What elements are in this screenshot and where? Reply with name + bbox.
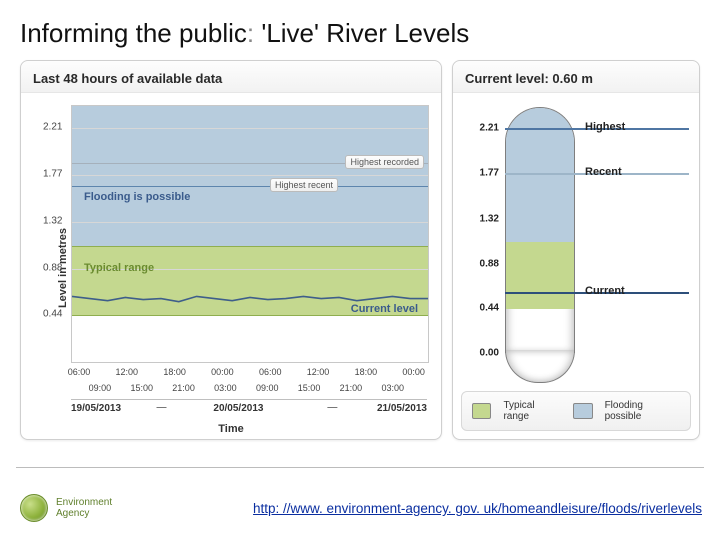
gauge-legend: Typical range Flooding possible: [461, 391, 691, 431]
timeseries-header: Last 48 hours of available data: [21, 61, 441, 93]
date-label: 20/05/2013: [213, 403, 263, 414]
source-url: http: //www. environment-agency. gov. uk…: [130, 500, 702, 518]
slide-title: Informing the public: 'Live' River Level…: [20, 18, 469, 49]
date-row: 19/05/2013—20/05/2013—21/05/2013: [71, 399, 427, 418]
x-tick: 18:00: [163, 367, 186, 377]
legend-text-flood: Flooding possible: [605, 400, 680, 422]
x-tick: 15:00: [298, 383, 321, 393]
legend-text-typical: Typical range: [503, 400, 561, 422]
title-separator: :: [247, 18, 261, 48]
x-tick: 00:00: [402, 367, 425, 377]
agency-logo-text: Environment Agency: [56, 497, 112, 519]
gauge-tube-body: [505, 107, 575, 353]
x-tick: 21:00: [340, 383, 363, 393]
x-tick: 06:00: [259, 367, 282, 377]
x-tick: 03:00: [214, 383, 237, 393]
annotation-flooding: Flooding is possible: [84, 191, 190, 203]
source-link[interactable]: http: //www. environment-agency. gov. uk…: [253, 501, 702, 516]
gauge-y-tick: 1.32: [480, 213, 499, 224]
x-axis-label: Time: [218, 423, 243, 435]
x-tick: 09:00: [256, 383, 279, 393]
plot-area: Flooding is possible Typical range Current…: [71, 105, 429, 363]
timeseries-panel: Last 48 hours of available data Level in…: [20, 60, 442, 440]
logo-line1: Environment: [56, 497, 112, 508]
gauge-tube-bottom: [505, 350, 575, 383]
x-tick: 21:00: [172, 383, 195, 393]
x-tick: 12:00: [307, 367, 330, 377]
gauge-y-tick: 2.21: [480, 123, 499, 134]
gauge-panel: Current level: 0.60 m 0.00 0.44 0.88 1.32 1.…: [452, 60, 700, 440]
title-prefix: Informing the public: [20, 18, 247, 48]
gauge-header: Current level: 0.60 m: [453, 61, 699, 93]
y-tick: 1.32: [43, 216, 81, 227]
x-tick: 12:00: [116, 367, 139, 377]
tag-highest-recent: Highest recent: [270, 178, 338, 192]
date-label: 19/05/2013: [71, 403, 121, 414]
gauge-y-tick: 1.77: [480, 168, 499, 179]
gauge-area: 0.00 0.44 0.88 1.32 1.77 2.21 Highest Recent Cu…: [453, 97, 699, 439]
logo-line2: Agency: [56, 508, 89, 519]
timeseries-chart: Level in metres Flooding is possibleTypi…: [21, 97, 441, 439]
x-tick: 06:00: [68, 367, 91, 377]
annotation-current: Current level: [351, 303, 418, 315]
x-tick: 00:00: [211, 367, 234, 377]
y-tick: 0.88: [43, 262, 81, 273]
legend-swatch-typical: [472, 403, 491, 419]
gauge-label-recent: Recent: [585, 166, 622, 178]
gauge-y-tick: 0.00: [480, 348, 499, 359]
tag-highest-recorded: Highest recorded: [345, 155, 424, 169]
footer-divider: [16, 467, 704, 468]
x-tick: 18:00: [355, 367, 378, 377]
gauge-y-tick: 0.88: [480, 258, 499, 269]
x-tick: 09:00: [89, 383, 112, 393]
panels-row: Last 48 hours of available data Level in…: [20, 60, 700, 440]
gauge-tube: [505, 107, 575, 383]
gauge-label-highest: Highest: [585, 121, 625, 133]
agency-logo: Environment Agency: [20, 494, 112, 522]
date-label: 21/05/2013: [377, 403, 427, 414]
x-tick: 03:00: [381, 383, 404, 393]
y-tick: 1.77: [43, 168, 81, 179]
annotation-typical: Typical range: [84, 262, 154, 274]
agency-logo-badge: [20, 494, 48, 522]
gauge-label-current: Current: [585, 285, 625, 297]
x-tick: 15:00: [130, 383, 153, 393]
slide: Informing the public: 'Live' River Level…: [0, 0, 720, 540]
title-suffix: 'Live' River Levels: [261, 18, 469, 48]
y-tick: 0.44: [43, 309, 81, 320]
legend-swatch-flood: [573, 403, 592, 419]
gauge-y-tick: 0.44: [480, 303, 499, 314]
gauge-y-ticks: 0.00 0.44 0.88 1.32 1.77 2.21: [461, 107, 499, 383]
y-tick: 2.21: [43, 122, 81, 133]
